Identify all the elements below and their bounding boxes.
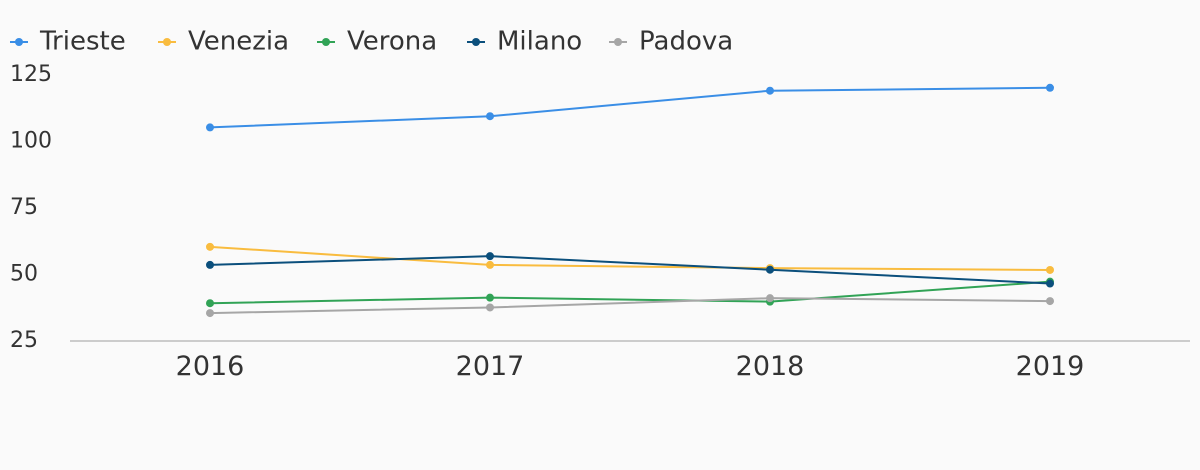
legend-item-verona: Verona	[317, 27, 437, 57]
legend-label-trieste: Trieste	[39, 27, 126, 57]
data-point-venezia-2016	[206, 242, 214, 251]
data-point-verona-2017	[486, 293, 494, 302]
legend-marker-venezia	[163, 38, 171, 46]
y-tick-label-50: 50	[10, 262, 38, 287]
data-point-milano-2019	[1046, 279, 1054, 288]
legend-item-trieste: Trieste	[10, 27, 126, 57]
data-point-milano-2018	[766, 265, 774, 274]
y-tick-label-75: 75	[10, 195, 38, 220]
data-point-padova-2018	[766, 294, 774, 303]
legend-marker-trieste	[15, 38, 23, 46]
series-line-venezia	[209, 245, 1051, 271]
data-point-milano-2016	[206, 260, 214, 269]
data-point-trieste-2017	[486, 112, 494, 121]
data-point-venezia-2019	[1046, 265, 1054, 274]
y-axis-ticks: 25 50 75 100 125	[10, 62, 52, 353]
data-point-venezia-2017	[486, 260, 494, 269]
data-point-trieste-2016	[206, 123, 214, 132]
legend-item-padova: Padova	[609, 27, 733, 57]
y-tick-label-125: 125	[10, 62, 52, 87]
x-tick-label-2019: 2019	[1016, 351, 1085, 382]
series-line-trieste	[209, 86, 1051, 129]
data-point-padova-2017	[486, 303, 494, 312]
data-point-trieste-2018	[766, 86, 774, 95]
series-line-padova	[209, 297, 1051, 315]
legend-marker-milano	[472, 38, 480, 46]
legend-marker-verona	[322, 38, 330, 46]
y-tick-label-25: 25	[10, 328, 38, 353]
series-venezia	[206, 242, 1054, 274]
legend-label-milano: Milano	[497, 27, 582, 57]
legend-item-milano: Milano	[467, 27, 582, 57]
data-point-padova-2019	[1046, 297, 1054, 306]
series-line-verona	[209, 280, 1051, 305]
x-tick-label-2018: 2018	[736, 351, 805, 382]
legend-label-venezia: Venezia	[188, 27, 289, 57]
series-group	[206, 83, 1054, 318]
series-trieste	[206, 83, 1054, 132]
legend-label-padova: Padova	[639, 27, 733, 57]
x-tick-label-2017: 2017	[456, 351, 525, 382]
legend-label-verona: Verona	[347, 27, 437, 57]
y-tick-label-100: 100	[10, 129, 52, 154]
series-padova	[206, 294, 1054, 318]
legend-item-venezia: Venezia	[158, 27, 289, 57]
data-point-verona-2016	[206, 299, 214, 308]
data-point-padova-2016	[206, 309, 214, 318]
legend: Trieste Venezia Verona Milano Padova	[10, 27, 733, 57]
x-axis-ticks: 2016 2017 2018 2019	[176, 351, 1085, 382]
data-point-milano-2017	[486, 252, 494, 261]
series-milano	[206, 252, 1054, 288]
x-tick-label-2016: 2016	[176, 351, 245, 382]
legend-marker-padova	[614, 38, 622, 46]
series-line-milano	[209, 255, 1051, 285]
data-point-trieste-2019	[1046, 83, 1054, 92]
